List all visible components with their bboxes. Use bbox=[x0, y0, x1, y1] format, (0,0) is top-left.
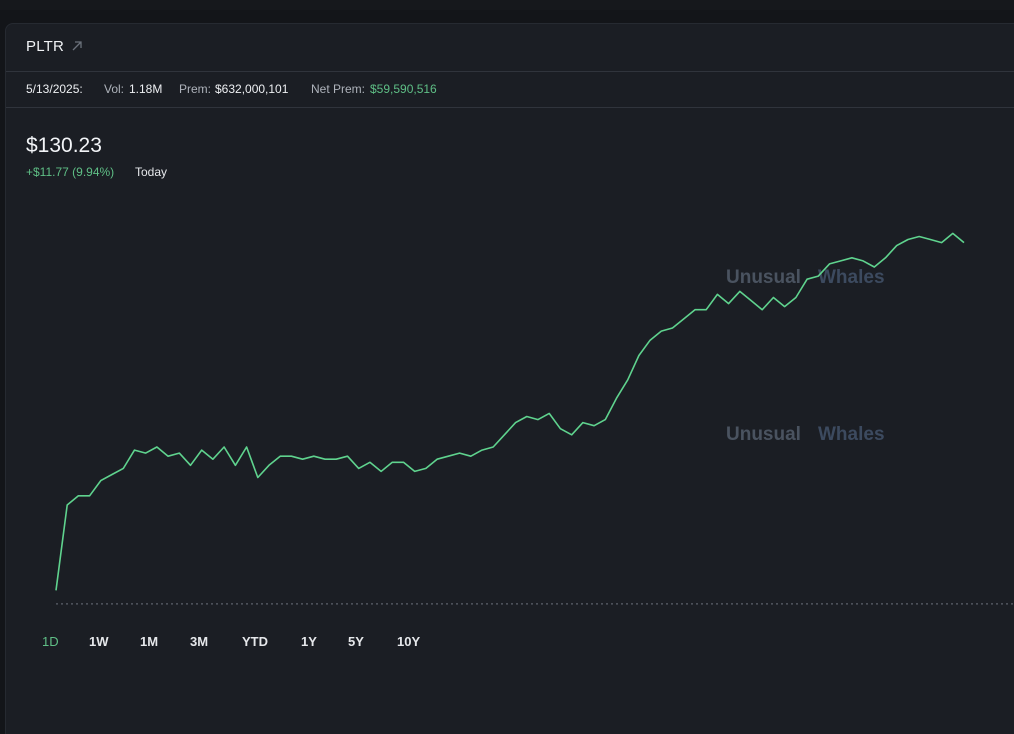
vol-value: 1.18M bbox=[129, 82, 163, 96]
net-prem-value: $59,590,516 bbox=[370, 82, 437, 96]
watermark-unusual-2: Unusual bbox=[726, 424, 801, 445]
price-change: +$11.77 (9.94%) bbox=[26, 165, 115, 179]
time-range-selector: 1D 1W 1M 3M YTD 1Y 5Y 10Y bbox=[6, 634, 606, 654]
stats-date: 5/13/2025: bbox=[26, 82, 83, 96]
range-button-1w[interactable]: 1W bbox=[89, 634, 109, 649]
range-button-1y[interactable]: 1Y bbox=[301, 634, 317, 649]
range-button-1m[interactable]: 1M bbox=[140, 634, 159, 649]
net-prem-label: Net Prem: bbox=[311, 82, 366, 96]
external-link-icon[interactable] bbox=[70, 39, 84, 53]
range-button-5y[interactable]: 5Y bbox=[348, 634, 364, 649]
prem-label: Prem: bbox=[179, 82, 212, 96]
top-bar bbox=[0, 0, 1014, 10]
change-period: Today bbox=[135, 165, 168, 179]
ticker-symbol: PLTR bbox=[26, 38, 65, 55]
range-button-ytd[interactable]: YTD bbox=[242, 634, 268, 649]
price-line bbox=[55, 232, 965, 591]
watermark-whales-1: Whales bbox=[818, 267, 885, 288]
range-button-3m[interactable]: 3M bbox=[190, 634, 209, 649]
stats-bar: 5/13/2025: Vol: 1.18M Prem: $632,000,101… bbox=[6, 72, 1014, 108]
current-price: $130.23 bbox=[26, 134, 102, 157]
vol-label: Vol: bbox=[104, 82, 125, 96]
watermark-whales-2: Whales bbox=[818, 424, 885, 445]
watermark-unusual-1: Unusual bbox=[726, 267, 801, 288]
price-chart[interactable]: Unusual Whales Unusual Whales bbox=[6, 24, 1014, 624]
prem-value: $632,000,101 bbox=[215, 82, 289, 96]
range-button-10y[interactable]: 10Y bbox=[397, 634, 421, 649]
range-button-1d[interactable]: 1D bbox=[42, 634, 59, 649]
ticker-panel: PLTR 5/13/2025: Vol: 1.18M Prem: $632,00… bbox=[5, 23, 1014, 734]
panel-header: PLTR bbox=[6, 24, 1014, 72]
